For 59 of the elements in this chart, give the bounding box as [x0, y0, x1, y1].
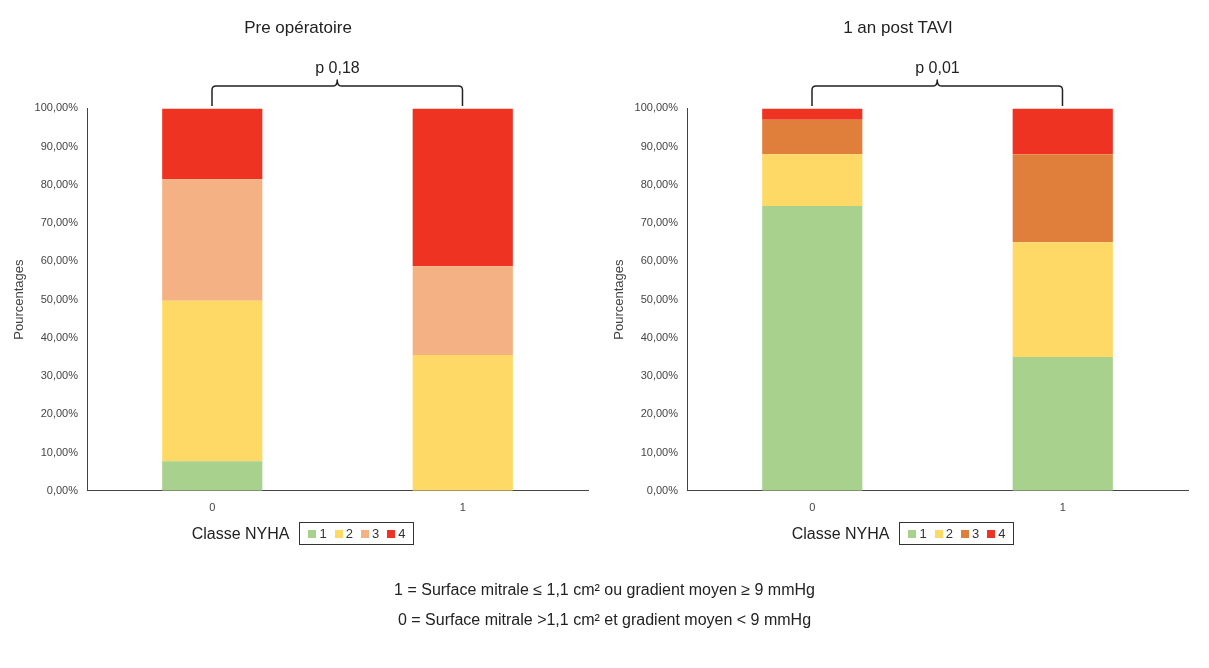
- bar: [1012, 356, 1113, 491]
- text: p 0,18: [315, 58, 360, 76]
- bar: [412, 355, 513, 491]
- legend-label: 1: [318, 526, 327, 541]
- y-tick-label: 80,00%: [640, 177, 679, 190]
- y-tick-label: 10,00%: [640, 445, 679, 458]
- y-tick-label: 90,00%: [40, 139, 79, 152]
- bar: [762, 108, 863, 120]
- bar: [1012, 154, 1113, 243]
- y-tick-label: 40,00%: [40, 330, 79, 343]
- y-tick-label: 20,00%: [40, 407, 79, 420]
- text: 0 = Surface mitrale >1,1 cm² et gradient moyen < 9 mmHg: [396, 610, 813, 630]
- legend-label: 4: [397, 526, 406, 541]
- text: p 0,01: [915, 58, 960, 76]
- text: 1 = Surface mitrale ≤ 1,1 cm² ou gradient moyen ≥ 9 mmHg: [393, 580, 816, 600]
- legend-label: 2: [344, 526, 353, 541]
- bar: [762, 154, 863, 206]
- y-tick-label: 0,00%: [646, 483, 679, 496]
- x-tick-label: 0: [209, 501, 216, 514]
- y-tick-label: 40,00%: [640, 330, 679, 343]
- legend-label: 1: [918, 526, 927, 541]
- legend-label: 4: [997, 526, 1006, 541]
- y-tick-label: 30,00%: [640, 369, 679, 382]
- x-tick-label: 0: [809, 501, 816, 514]
- bar: [762, 205, 863, 491]
- x-tick-label: 1: [1059, 501, 1066, 514]
- y-tick-label: 60,00%: [640, 254, 679, 267]
- y-tick-label: 70,00%: [640, 216, 679, 229]
- y-tick-label: 80,00%: [40, 177, 79, 190]
- chart-title: Pre opératoire: [244, 17, 352, 37]
- legend-title: Classe NYHA: [791, 524, 890, 543]
- bar: [412, 266, 513, 356]
- y-tick-label: 50,00%: [640, 292, 679, 305]
- bar: [162, 300, 263, 462]
- bar: [412, 108, 513, 267]
- legend-title: Classe NYHA: [191, 524, 290, 543]
- y-tick-label: 0,00%: [46, 483, 79, 496]
- chart-title: 1 an post TAVI: [843, 17, 953, 37]
- y-tick-label: 20,00%: [640, 407, 679, 420]
- legend-label: 3: [370, 526, 380, 541]
- y-tick-label: 30,00%: [40, 369, 79, 382]
- y-tick-label: 60,00%: [40, 254, 79, 267]
- x-tick-label: 1: [459, 501, 466, 514]
- bar: [162, 108, 263, 180]
- legend-label: 3: [970, 526, 980, 541]
- y-tick-label: 10,00%: [40, 445, 79, 458]
- y-tick-label: 90,00%: [640, 139, 679, 152]
- legend-label: 2: [944, 526, 953, 541]
- y-tick-label: 100,00%: [634, 101, 679, 114]
- bar: [1012, 242, 1113, 357]
- y-axis-title: Pourcentages: [611, 259, 627, 340]
- y-axis-title: Pourcentages: [11, 259, 27, 340]
- bar: [162, 461, 263, 491]
- y-tick-label: 50,00%: [40, 292, 79, 305]
- y-tick-label: 100,00%: [34, 101, 79, 114]
- bar: [762, 119, 863, 155]
- y-tick-label: 70,00%: [40, 216, 79, 229]
- bar: [1012, 108, 1113, 155]
- bar: [162, 179, 263, 301]
